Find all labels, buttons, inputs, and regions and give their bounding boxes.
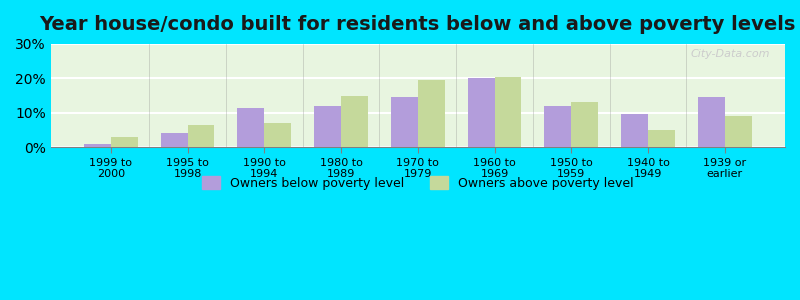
Bar	[84, 144, 111, 147]
Bar	[621, 114, 648, 147]
Bar	[698, 97, 725, 147]
Bar	[341, 95, 368, 147]
Bar	[418, 80, 445, 147]
Bar	[161, 134, 187, 147]
Bar	[264, 123, 291, 147]
Bar	[545, 106, 571, 147]
Bar	[468, 78, 494, 147]
Text: City-Data.com: City-Data.com	[691, 49, 770, 59]
Bar	[725, 116, 752, 147]
Title: Year house/condo built for residents below and above poverty levels: Year house/condo built for residents bel…	[40, 15, 796, 34]
Bar	[494, 76, 522, 147]
Bar	[238, 108, 264, 147]
Bar	[648, 130, 675, 147]
Bar	[314, 106, 341, 147]
Bar	[391, 97, 418, 147]
Bar	[111, 137, 138, 147]
Legend: Owners below poverty level, Owners above poverty level: Owners below poverty level, Owners above…	[197, 171, 639, 195]
Bar	[187, 125, 214, 147]
Bar	[571, 102, 598, 147]
